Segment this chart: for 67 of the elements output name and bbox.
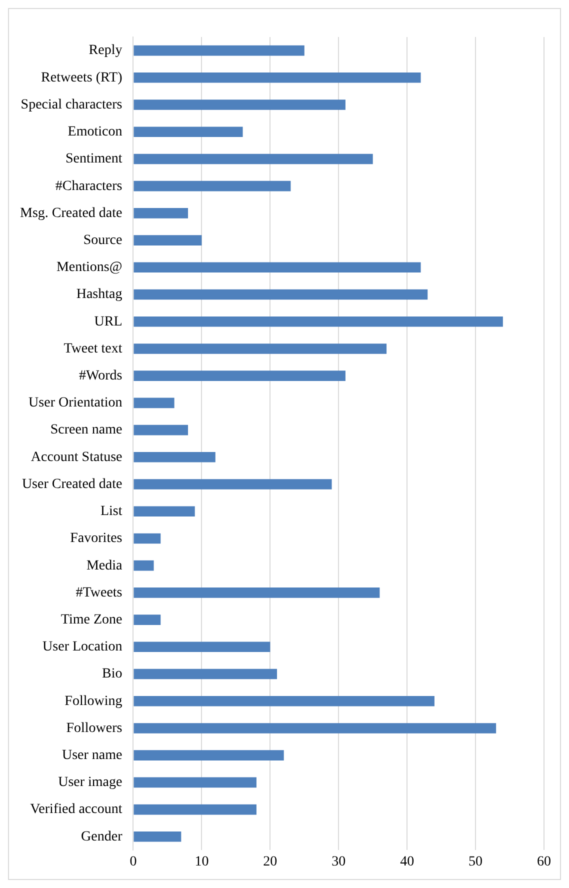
y-tick-label: Following [64, 694, 122, 709]
bar [134, 479, 332, 490]
bar [134, 370, 346, 381]
bar [134, 235, 202, 246]
y-tick-label: User image [58, 775, 122, 790]
y-tick-label: Msg. Created date [20, 206, 122, 221]
x-tick-label: 30 [332, 854, 346, 870]
bar [134, 452, 216, 462]
bar [134, 614, 161, 625]
y-tick-label: Sentiment [65, 152, 122, 167]
bar [134, 506, 195, 517]
bar [134, 588, 380, 598]
bar [134, 100, 346, 110]
y-tick-label: Tweet text [64, 341, 122, 356]
y-tick-label: #Words [79, 368, 122, 384]
y-tick-label: Media [86, 558, 124, 574]
y-tick-label: #Tweets [76, 585, 122, 600]
y-tick-label: List [100, 504, 122, 520]
bar [134, 289, 428, 300]
bar [134, 424, 188, 436]
y-tick-label: User name [62, 748, 122, 763]
y-tick-label: Account Statuse [30, 450, 122, 465]
x-tick-label: 50 [468, 854, 483, 870]
bar [134, 180, 291, 192]
bar [134, 533, 161, 544]
bar [134, 208, 188, 218]
bar [134, 262, 421, 273]
x-tick-label: 0 [130, 854, 137, 870]
y-tick-label: Reply [88, 43, 122, 58]
y-tick-label: Special characters [20, 97, 122, 112]
y-tick-label: Bio [102, 666, 122, 682]
y-tick-label: Gender [81, 829, 123, 844]
x-tick-label: 20 [263, 854, 278, 870]
bar [134, 668, 278, 680]
y-tick-label: Emoticon [68, 124, 122, 140]
bar [134, 72, 421, 83]
y-tick-label: Screen name [50, 422, 122, 438]
y-tick-label: Favorites [70, 531, 122, 546]
y-tick-label: Source [83, 232, 122, 248]
bar [134, 398, 174, 408]
y-tick-label: User Orientation [28, 396, 122, 411]
y-tick-label: Time Zone [60, 612, 122, 628]
y-tick-label: Verified account [30, 802, 122, 818]
x-tick-label: 40 [400, 854, 414, 870]
y-tick-label: Followers [66, 720, 122, 736]
y-tick-label: Retweets (RT) [41, 70, 123, 86]
bar [134, 316, 503, 327]
x-tick-label: 10 [194, 854, 209, 870]
y-tick-label: User Location [42, 640, 122, 655]
bar [134, 804, 256, 815]
bar [134, 831, 182, 842]
bar [134, 560, 154, 571]
y-tick-label: Mentions@ [56, 260, 122, 276]
bar [134, 696, 434, 706]
bar [134, 344, 387, 354]
bar [134, 126, 243, 138]
x-tick-label: 60 [537, 854, 551, 870]
y-tick-label: Hashtag [76, 287, 122, 302]
bar [134, 750, 284, 760]
bar [134, 642, 270, 652]
y-tick-label: User Created date [22, 476, 122, 492]
bar [134, 723, 496, 734]
bar [134, 45, 304, 56]
y-tick-label: #Characters [55, 178, 122, 194]
bar [134, 154, 373, 164]
y-tick-label: URL [94, 314, 122, 330]
bar [134, 777, 256, 788]
